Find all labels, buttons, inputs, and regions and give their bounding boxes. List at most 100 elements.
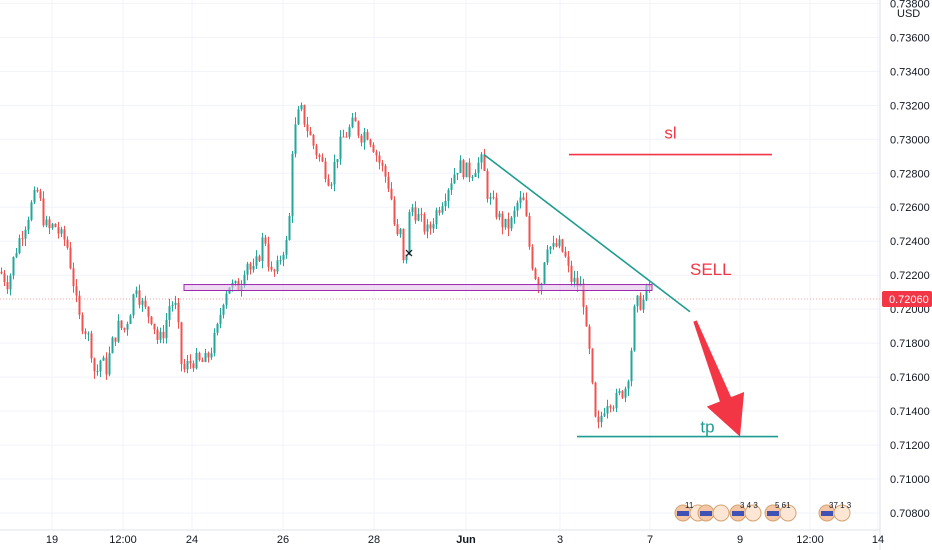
- time-tick-label: 26: [277, 534, 289, 546]
- candle: [393, 196, 396, 227]
- candle: [321, 153, 324, 163]
- candle: [18, 234, 21, 255]
- candle: [282, 251, 285, 267]
- candle: [147, 306, 150, 324]
- candle-body: [402, 228, 405, 261]
- candle: [9, 273, 12, 296]
- candle-body: [84, 331, 87, 334]
- candle-body: [60, 229, 63, 234]
- time-tick-label: 7: [647, 534, 653, 546]
- candle-body: [378, 155, 381, 163]
- candle-body: [597, 416, 600, 423]
- flag-stripe-icon: [821, 511, 833, 516]
- candle-body: [78, 295, 81, 315]
- candle: [384, 163, 387, 183]
- trendline: [483, 153, 691, 313]
- event-marker: 5 61: [764, 501, 797, 522]
- candle: [495, 192, 498, 220]
- price-tick-label: 0.71400: [890, 406, 930, 418]
- sell-label: SELL: [690, 260, 732, 279]
- candle-body: [339, 136, 342, 160]
- candle: [150, 316, 153, 326]
- candle: [78, 290, 81, 320]
- candle: [375, 149, 378, 162]
- candle-body: [621, 391, 624, 398]
- candle-body: [522, 197, 525, 201]
- candle: [597, 410, 600, 429]
- price-axis[interactable]: 0.73800 0.73600 0.73400 0.73200 0.73000 0.728…: [879, 0, 932, 550]
- candle-body: [9, 275, 12, 290]
- candle: [120, 320, 123, 331]
- candle: [366, 129, 369, 141]
- candle-body: [609, 405, 612, 408]
- candle-body: [63, 229, 66, 240]
- candle: [423, 212, 426, 235]
- candle: [522, 192, 525, 201]
- currency-label: USD: [897, 8, 920, 20]
- candle-body: [87, 333, 90, 335]
- candle: [621, 390, 624, 400]
- candle-body: [171, 304, 174, 307]
- candle-body: [105, 357, 108, 375]
- candle-body: [297, 109, 300, 125]
- candle-body: [195, 352, 198, 369]
- candle: [327, 174, 330, 187]
- candle-body: [327, 178, 330, 186]
- candle-body: [465, 162, 468, 178]
- candle: [627, 379, 630, 396]
- candle-body: [117, 320, 120, 342]
- candle: [501, 211, 504, 235]
- time-axis[interactable]: 19 12:00 24 26 28 Jun 3 7 9 12:00 14: [0, 529, 884, 546]
- annotations[interactable]: sl tp SELL: [0, 124, 880, 438]
- candle-body: [6, 282, 9, 290]
- candle-body: [510, 217, 513, 229]
- candle: [180, 321, 183, 372]
- candle-body: [336, 159, 339, 162]
- candle-body: [549, 246, 552, 250]
- candle-body: [495, 197, 498, 218]
- candle-body: [555, 243, 558, 247]
- candle-body: [168, 306, 171, 320]
- candle: [126, 321, 129, 336]
- price-tick-label: 0.72800: [890, 168, 930, 180]
- candle: [447, 188, 450, 209]
- candle-body: [381, 162, 384, 166]
- candle: [258, 254, 261, 263]
- candle: [378, 151, 381, 170]
- candle: [369, 138, 372, 148]
- candle: [408, 209, 411, 256]
- candle: [546, 245, 549, 266]
- candle-body: [531, 246, 534, 269]
- candle: [633, 304, 636, 352]
- candle: [414, 201, 417, 224]
- candle: [39, 188, 42, 202]
- candle-body: [309, 131, 312, 136]
- candle-body: [135, 290, 138, 295]
- candle: [405, 255, 408, 264]
- candle-body: [582, 283, 585, 308]
- candle: [516, 200, 519, 217]
- candle: [465, 162, 468, 178]
- candle-body: [75, 286, 78, 296]
- candle-body: [72, 268, 75, 287]
- candle: [354, 112, 357, 122]
- candle-body: [600, 415, 603, 423]
- candle-body: [312, 135, 315, 146]
- candle-body: [393, 199, 396, 225]
- candle: [69, 242, 72, 270]
- candle-body: [546, 249, 549, 263]
- candle-body: [624, 388, 627, 398]
- candle: [72, 262, 75, 293]
- candle: [450, 177, 453, 195]
- candle: [615, 388, 618, 413]
- tp-label: tp: [700, 418, 714, 437]
- candle: [552, 235, 555, 250]
- candle: [636, 294, 639, 313]
- candle-body: [429, 224, 432, 229]
- candle: [624, 386, 627, 403]
- candle-body: [552, 243, 555, 247]
- candle: [201, 357, 204, 363]
- candle-body: [267, 243, 270, 267]
